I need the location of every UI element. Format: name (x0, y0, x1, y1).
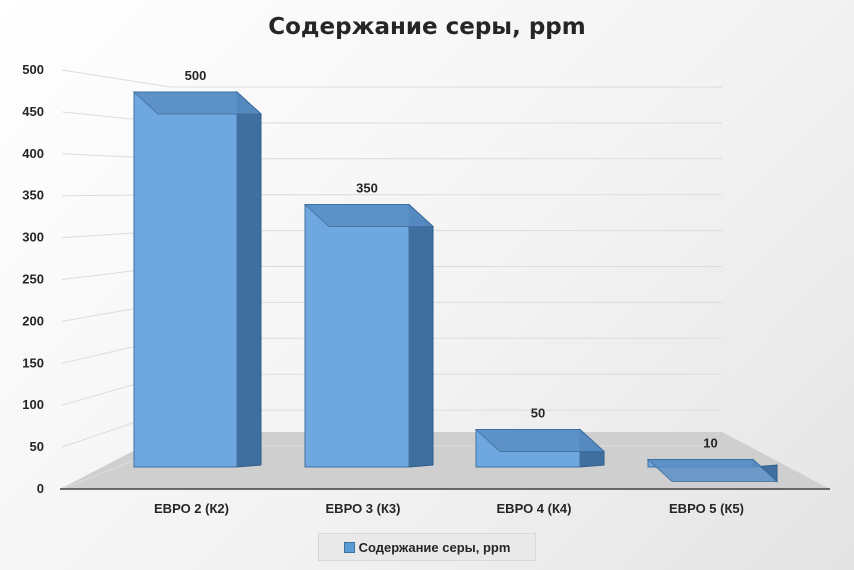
data-label: 50 (531, 406, 545, 421)
grid-line-side (61, 69, 171, 88)
y-tick-label: 250 (22, 272, 44, 287)
data-label: 350 (356, 181, 378, 196)
bar-top (303, 204, 435, 227)
x-tick-label: ЕВРО 4 (К4) (497, 501, 572, 516)
y-tick-label: 450 (22, 104, 44, 119)
y-tick-label: 400 (22, 146, 44, 161)
bar-top (132, 91, 263, 115)
data-label: 10 (703, 436, 717, 451)
bar-top (646, 459, 779, 482)
y-tick-label: 350 (22, 188, 44, 203)
legend-swatch (343, 541, 355, 553)
bar-side (408, 203, 434, 468)
x-tick-label: ЕВРО 5 (К5) (669, 501, 744, 516)
legend-label: Содержание серы, ppm (358, 539, 511, 555)
y-tick-label: 50 (30, 439, 44, 454)
bar-side (236, 90, 262, 468)
bar (133, 91, 238, 468)
x-tick-label: ЕВРО 2 (К2) (154, 501, 229, 516)
y-tick-label: 0 (37, 481, 44, 496)
y-tick-label: 150 (22, 355, 44, 370)
y-tick-label: 200 (22, 313, 44, 328)
y-tick-label: 500 (22, 62, 44, 77)
y-tick-label: 300 (22, 230, 44, 245)
x-tick-label: ЕВРО 3 (К3) (326, 501, 401, 516)
bar (304, 204, 410, 468)
data-label: 500 (185, 68, 207, 83)
y-tick-label: 100 (22, 397, 44, 412)
legend: Содержание серы, ppm (318, 533, 536, 561)
bar-top (474, 429, 606, 452)
chart-title: Содержание серы, ppm (268, 14, 586, 40)
